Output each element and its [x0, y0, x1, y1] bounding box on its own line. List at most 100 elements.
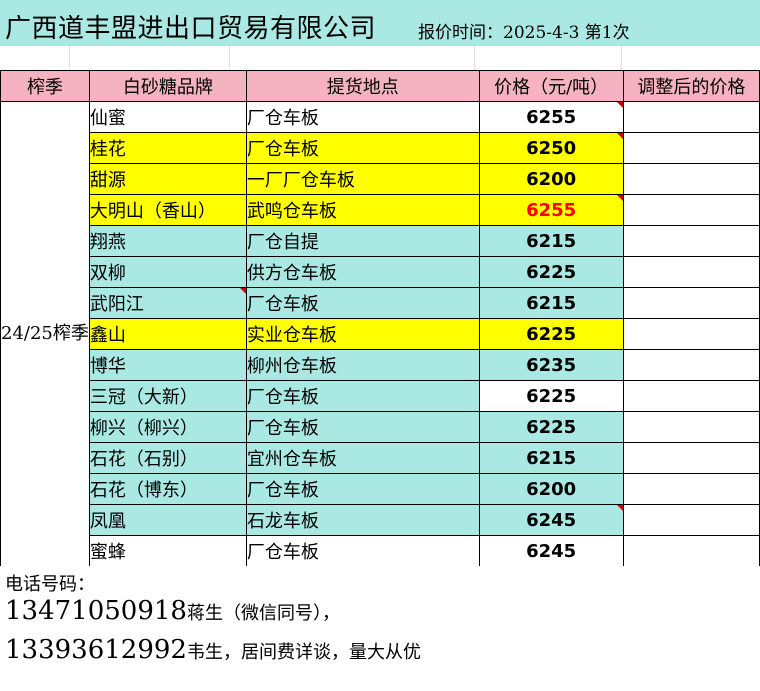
table-row: 大明山（香山） 武鸣仓车板 6255	[1, 194, 760, 226]
table-row: 凤凰 石龙车板 6245	[1, 504, 760, 536]
location-cell: 一厂厂仓车板	[245, 163, 480, 195]
adjusted-price-cell[interactable]	[622, 163, 760, 195]
price-cell: 6225	[478, 411, 624, 443]
adjusted-price-cell[interactable]	[622, 194, 760, 226]
table-row: 柳兴（柳兴） 厂仓车板 6225	[1, 411, 760, 443]
price-cell: 6215	[478, 287, 624, 319]
col-season: 榨季	[0, 70, 90, 102]
col-price: 价格（元/吨）	[478, 70, 624, 102]
location-cell: 厂仓车板	[245, 132, 480, 164]
header-row: 榨季 白砂糖品牌 提货地点 价格（元/吨） 调整后的价格	[0, 70, 760, 102]
table-row: 武阳江 厂仓车板 6215	[1, 287, 760, 319]
gridline	[474, 46, 475, 70]
adjusted-price-cell[interactable]	[622, 380, 760, 412]
location-cell: 武鸣仓车板	[245, 194, 480, 226]
location-cell: 实业仓车板	[245, 318, 480, 350]
location-cell: 供方仓车板	[245, 256, 480, 288]
brand-cell: 博华	[88, 349, 247, 381]
contacts-section: 电话号码： 13471050918蒋生（微信同号）， 13393612992韦生…	[0, 566, 760, 691]
phone-number[interactable]: 13393612992	[5, 635, 187, 665]
adjusted-price-cell[interactable]	[622, 349, 760, 381]
adjusted-price-cell[interactable]	[622, 535, 760, 567]
price-cell: 6215	[478, 442, 624, 474]
table-body: 24/25榨季 仙蜜 厂仓车板 6255 桂花 厂仓车板 6250 甜源 一厂厂仓车板 6200 大…	[0, 101, 760, 567]
brand-cell: 柳兴（柳兴）	[88, 411, 247, 443]
adjusted-price-cell[interactable]	[622, 318, 760, 350]
gridline	[229, 46, 230, 70]
quote-time: 报价时间：2025-4-3 第1次	[418, 23, 630, 43]
table-row: 翔燕 厂仓自提 6215	[1, 225, 760, 257]
price-cell: 6225	[478, 380, 624, 412]
contact-note: 蒋生（微信同号），	[186, 603, 340, 624]
brand-cell: 翔燕	[88, 225, 247, 257]
phone-label: 电话号码：	[5, 574, 95, 595]
price-cell: 6250	[478, 132, 624, 164]
spacer-row	[0, 46, 760, 70]
price-cell: 6215	[478, 225, 624, 257]
gridline	[69, 46, 70, 70]
brand-cell: 石花（博东）	[88, 473, 247, 505]
adjusted-price-cell[interactable]	[622, 442, 760, 474]
table-row: 三冠（大新） 厂仓车板 6225	[1, 380, 760, 412]
title-bar: 广西道丰盟进出口贸易有限公司 报价时间：2025-4-3 第1次	[0, 0, 760, 46]
brand-cell: 甜源	[88, 163, 247, 195]
adjusted-price-cell[interactable]	[622, 132, 760, 164]
brand-cell: 双柳	[88, 256, 247, 288]
location-cell: 厂仓车板	[245, 380, 480, 412]
table-row: 石花（石别） 宜州仓车板 6215	[1, 442, 760, 474]
adjusted-price-cell[interactable]	[622, 287, 760, 319]
phone-number[interactable]: 13471050918	[5, 596, 187, 626]
adjusted-price-cell[interactable]	[622, 473, 760, 505]
brand-cell: 凤凰	[88, 504, 247, 536]
adjusted-price-cell[interactable]	[622, 101, 760, 133]
table-row: 鑫山 实业仓车板 6225	[1, 318, 760, 350]
price-cell: 6225	[478, 318, 624, 350]
location-cell: 柳州仓车板	[245, 349, 480, 381]
adjusted-price-cell[interactable]	[622, 411, 760, 443]
col-adjusted-price: 调整后的价格	[622, 70, 760, 102]
table-row: 24/25榨季 仙蜜 厂仓车板 6255	[0, 101, 760, 567]
table-row: 石花（博东） 厂仓车板 6200	[1, 473, 760, 505]
contact-line: 13393612992韦生，居间费详谈，量大从优	[5, 635, 421, 665]
brand-cell: 蜜蜂	[88, 535, 247, 567]
price-cell: 6200	[478, 473, 624, 505]
price-table: 榨季 白砂糖品牌 提货地点 价格（元/吨） 调整后的价格 24/25榨季 仙蜜 厂仓…	[0, 70, 760, 567]
price-cell: 6255	[478, 101, 624, 133]
table-row: 甜源 一厂厂仓车板 6200	[1, 163, 760, 195]
comment-marker-icon[interactable]	[616, 102, 623, 108]
adjusted-price-cell[interactable]	[622, 225, 760, 257]
brand-cell: 石花（石别）	[88, 442, 247, 474]
location-cell: 石龙车板	[245, 504, 480, 536]
price-cell: 6200	[478, 163, 624, 195]
location-cell: 厂仓车板	[245, 411, 480, 443]
brand-cell: 大明山（香山）	[88, 194, 247, 226]
col-location: 提货地点	[245, 70, 480, 102]
comment-marker-icon[interactable]	[616, 133, 623, 139]
comment-marker-icon[interactable]	[616, 505, 623, 511]
comment-marker-icon[interactable]	[616, 195, 623, 201]
price-cell: 6245	[478, 535, 624, 567]
table-row: 博华 柳州仓车板 6235	[1, 349, 760, 381]
brand-cell: 三冠（大新）	[88, 380, 247, 412]
price-cell: 6225	[478, 256, 624, 288]
brand-cell: 仙蜜	[88, 101, 247, 133]
price-cell: 6245	[478, 504, 624, 536]
table-row: 蜜蜂 厂仓车板 6245	[1, 535, 760, 567]
comment-marker-icon[interactable]	[239, 288, 246, 294]
contact-line: 13471050918蒋生（微信同号），	[5, 596, 340, 626]
brand-cell: 桂花	[88, 132, 247, 164]
season-cell: 24/25榨季	[0, 101, 90, 567]
location-cell: 厂仓车板	[245, 535, 480, 567]
company-name: 广西道丰盟进出口贸易有限公司	[5, 14, 377, 44]
contact-note: 韦生，居间费详谈，量大从优	[186, 642, 421, 663]
location-cell: 厂仓车板	[245, 473, 480, 505]
gridline	[621, 46, 622, 70]
adjusted-price-cell[interactable]	[622, 256, 760, 288]
col-brand: 白砂糖品牌	[88, 70, 247, 102]
location-cell: 厂仓自提	[245, 225, 480, 257]
price-cell: 6255	[478, 194, 624, 226]
brand-cell: 鑫山	[88, 318, 247, 350]
location-cell: 厂仓车板	[245, 101, 480, 133]
adjusted-price-cell[interactable]	[622, 504, 760, 536]
location-cell: 厂仓车板	[245, 287, 480, 319]
